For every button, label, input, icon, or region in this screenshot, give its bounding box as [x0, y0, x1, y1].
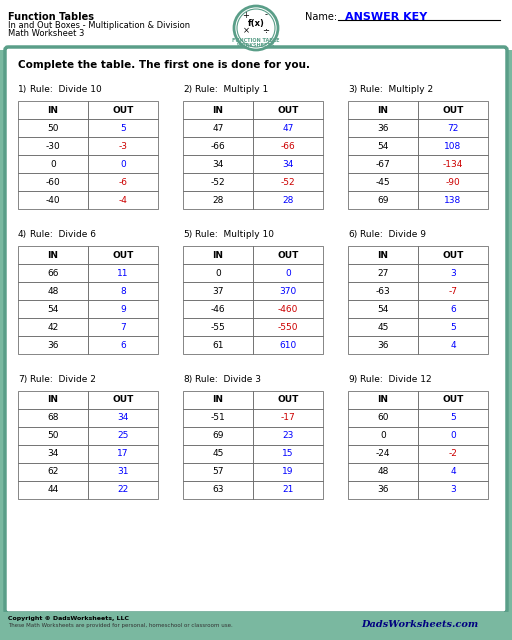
- Bar: [348, 391, 418, 409]
- Text: 15: 15: [282, 449, 294, 458]
- Text: 6: 6: [120, 340, 126, 349]
- Bar: [253, 336, 323, 354]
- Bar: [418, 137, 488, 155]
- Text: OUT: OUT: [278, 250, 298, 259]
- Bar: [183, 409, 253, 427]
- Text: ×: ×: [243, 26, 249, 35]
- Bar: [253, 191, 323, 209]
- Text: -55: -55: [210, 323, 225, 332]
- Bar: [348, 336, 418, 354]
- Bar: [253, 445, 323, 463]
- Bar: [418, 246, 488, 264]
- Bar: [18, 119, 88, 137]
- Text: 50: 50: [47, 124, 59, 132]
- Text: 57: 57: [212, 467, 224, 477]
- Text: 8): 8): [183, 375, 192, 384]
- Text: 11: 11: [117, 269, 129, 278]
- Text: OUT: OUT: [112, 106, 134, 115]
- Bar: [88, 264, 158, 282]
- Bar: [253, 155, 323, 173]
- Bar: [348, 282, 418, 300]
- Bar: [18, 246, 88, 264]
- Text: 48: 48: [47, 287, 59, 296]
- Text: 6: 6: [450, 305, 456, 314]
- Text: OUT: OUT: [112, 396, 134, 404]
- Text: -2: -2: [449, 449, 457, 458]
- Bar: [348, 318, 418, 336]
- Text: 0: 0: [50, 159, 56, 168]
- Bar: [418, 264, 488, 282]
- Bar: [253, 101, 323, 119]
- Text: 27: 27: [377, 269, 389, 278]
- Bar: [418, 155, 488, 173]
- FancyBboxPatch shape: [5, 47, 507, 613]
- Bar: [18, 282, 88, 300]
- Text: 3): 3): [348, 85, 357, 94]
- Bar: [418, 409, 488, 427]
- Text: 28: 28: [212, 195, 224, 205]
- Bar: [88, 481, 158, 499]
- Bar: [183, 336, 253, 354]
- Text: 47: 47: [282, 124, 294, 132]
- Bar: [183, 119, 253, 137]
- Bar: [183, 246, 253, 264]
- Bar: [88, 246, 158, 264]
- Bar: [183, 101, 253, 119]
- Bar: [348, 264, 418, 282]
- Text: OUT: OUT: [112, 250, 134, 259]
- Bar: [18, 264, 88, 282]
- Text: IN: IN: [212, 106, 224, 115]
- Bar: [183, 391, 253, 409]
- Text: 34: 34: [212, 159, 224, 168]
- Text: 370: 370: [280, 287, 296, 296]
- Bar: [183, 300, 253, 318]
- Bar: [183, 282, 253, 300]
- Bar: [418, 481, 488, 499]
- Text: -134: -134: [443, 159, 463, 168]
- Text: 50: 50: [47, 431, 59, 440]
- Text: -550: -550: [278, 323, 298, 332]
- Bar: [183, 137, 253, 155]
- Bar: [88, 119, 158, 137]
- Bar: [88, 101, 158, 119]
- Text: 0: 0: [120, 159, 126, 168]
- Text: 28: 28: [282, 195, 294, 205]
- Bar: [18, 481, 88, 499]
- Text: Rule:  Multiply 10: Rule: Multiply 10: [195, 230, 274, 239]
- Text: Rule:  Divide 12: Rule: Divide 12: [360, 375, 432, 384]
- Bar: [253, 246, 323, 264]
- Bar: [348, 300, 418, 318]
- Text: 8: 8: [120, 287, 126, 296]
- Text: 0: 0: [285, 269, 291, 278]
- Bar: [88, 445, 158, 463]
- Bar: [253, 173, 323, 191]
- Text: Math Worksheet 3: Math Worksheet 3: [8, 29, 84, 38]
- Text: 7: 7: [120, 323, 126, 332]
- Bar: [253, 137, 323, 155]
- Text: -66: -66: [210, 141, 225, 150]
- Bar: [418, 463, 488, 481]
- Text: 19: 19: [282, 467, 294, 477]
- Bar: [18, 445, 88, 463]
- Bar: [418, 300, 488, 318]
- Text: -: -: [265, 10, 267, 19]
- Text: 36: 36: [377, 124, 389, 132]
- Bar: [183, 191, 253, 209]
- Text: -63: -63: [376, 287, 390, 296]
- Bar: [418, 445, 488, 463]
- Bar: [348, 155, 418, 173]
- Text: Complete the table. The first one is done for you.: Complete the table. The first one is don…: [18, 60, 310, 70]
- Text: -460: -460: [278, 305, 298, 314]
- Bar: [183, 264, 253, 282]
- Text: 3: 3: [450, 269, 456, 278]
- Text: ANSWER KEY: ANSWER KEY: [345, 12, 427, 22]
- Text: 44: 44: [48, 486, 59, 495]
- Bar: [18, 173, 88, 191]
- Bar: [88, 336, 158, 354]
- Bar: [253, 409, 323, 427]
- Text: -67: -67: [376, 159, 390, 168]
- Circle shape: [237, 9, 275, 47]
- Bar: [88, 300, 158, 318]
- Text: 61: 61: [212, 340, 224, 349]
